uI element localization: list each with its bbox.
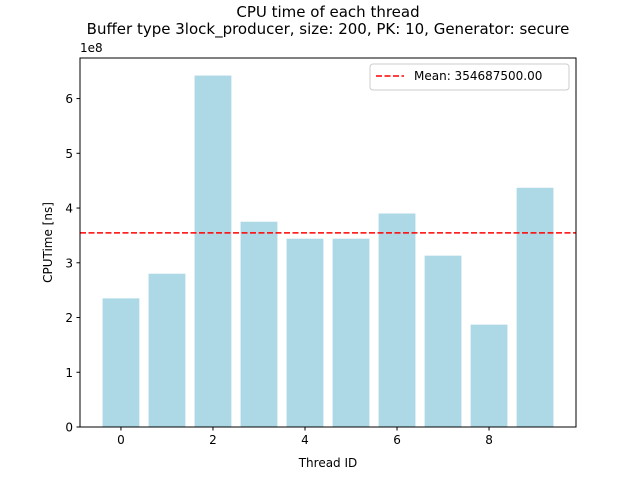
- bar-thread-9: [516, 187, 554, 427]
- bars: [102, 75, 554, 428]
- x-tick-label: 0: [117, 433, 125, 447]
- chart-title: CPU time of each thread: [236, 3, 419, 21]
- y-tick-label: 6: [65, 92, 73, 106]
- bar-thread-1: [148, 273, 186, 427]
- bar-thread-5: [332, 238, 370, 427]
- plot-frame: [79, 57, 577, 428]
- bar-thread-4: [286, 238, 324, 427]
- y-tick-label: 3: [65, 256, 73, 270]
- bar-thread-6: [378, 213, 416, 427]
- y-axis-ticks: 0 1 2 3 4 5 6: [65, 92, 80, 435]
- legend-mean-label: Mean: 354687500.00: [414, 69, 542, 83]
- x-tick-label: 8: [485, 433, 493, 447]
- x-axis-ticks: 0 2 4 6 8: [117, 427, 493, 447]
- x-axis-label: Thread ID: [298, 456, 358, 470]
- bar-thread-8: [470, 324, 508, 427]
- bar-thread-3: [240, 221, 278, 427]
- y-tick-label: 1: [65, 366, 73, 380]
- y-tick-label: 5: [65, 147, 73, 161]
- y-axis-label: CPUTime [ns]: [41, 202, 55, 283]
- x-tick-label: 2: [209, 433, 217, 447]
- y-tick-label: 2: [65, 311, 73, 325]
- bar-thread-2: [194, 75, 232, 428]
- y-scale-label: 1e8: [80, 41, 103, 55]
- y-tick-label: 0: [65, 421, 73, 435]
- legend-box: [369, 63, 570, 91]
- bar-thread-7: [424, 255, 462, 427]
- y-tick-label: 4: [65, 202, 73, 216]
- chart-subtitle: Buffer type 3lock_producer, size: 200, P…: [87, 20, 570, 39]
- bar-thread-0: [102, 298, 140, 427]
- legend: Mean: 354687500.00: [369, 63, 570, 91]
- x-tick-label: 6: [393, 433, 401, 447]
- x-tick-label: 4: [301, 433, 309, 447]
